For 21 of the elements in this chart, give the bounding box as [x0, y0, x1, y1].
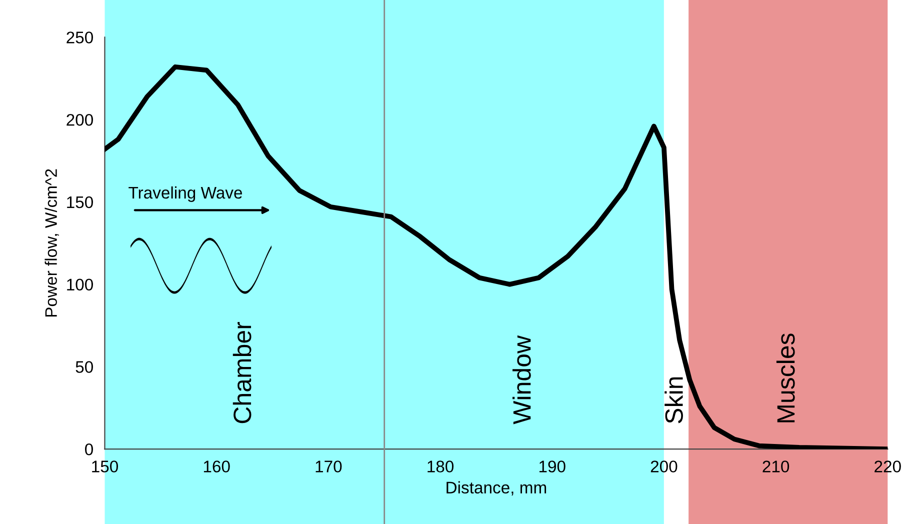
band-label: Muscles: [776, 334, 795, 422]
band-label: Chamber: [232, 322, 252, 424]
y-tick-label: 150: [67, 196, 93, 208]
y-axis-title: Power flow, W/cm^2: [44, 169, 59, 317]
annotation: Traveling Wave: [128, 186, 242, 202]
y-tick-label: 200: [66, 114, 93, 126]
x-tick-label: 200: [650, 460, 678, 472]
x-tick-label: 160: [204, 460, 230, 472]
x-tick-label: 210: [762, 460, 790, 472]
x-tick-label: 180: [428, 460, 454, 472]
x-tick-label: 220: [874, 460, 901, 472]
x-axis-title: Distance, mm: [446, 481, 546, 496]
x-tick-label: 170: [316, 460, 342, 472]
y-tick-label: 50: [76, 361, 93, 373]
y-tick-label: 250: [66, 32, 93, 44]
x-tick-label: 150: [92, 460, 118, 472]
band-label: Window: [512, 335, 531, 424]
x-tick-label: 190: [539, 460, 566, 472]
y-tick-label: 100: [67, 278, 93, 291]
band-label: Skin: [664, 377, 683, 424]
y-tick-label: 0: [85, 443, 93, 456]
